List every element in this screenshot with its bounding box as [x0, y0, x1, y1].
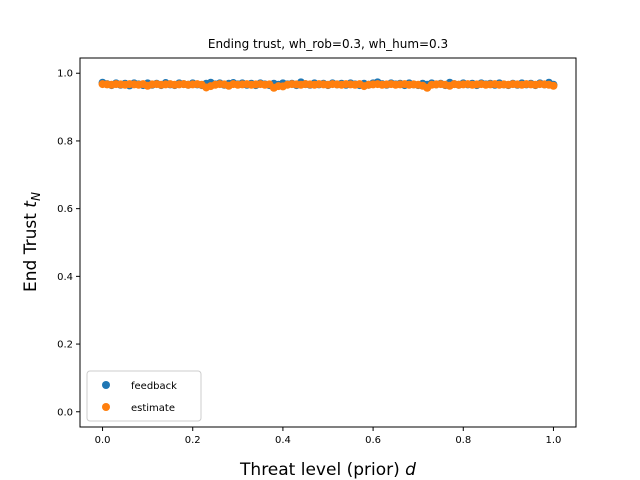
y-tick-label: 0.4	[57, 272, 73, 283]
x-tick-label: 1.0	[546, 435, 562, 446]
x-axis-label-variable: d	[405, 460, 416, 480]
x-axis-label: Threat level (prior) d	[239, 460, 416, 480]
x-tick-label: 0.2	[185, 435, 201, 446]
y-tick-label: 0.8	[57, 136, 73, 147]
y-axis-label-text: End Trust	[21, 213, 41, 292]
x-tick-label: 0.0	[95, 435, 111, 446]
x-axis-label-text: Threat level (prior)	[239, 460, 400, 480]
y-tick-label: 1.0	[57, 69, 73, 80]
x-tick-label: 0.8	[455, 435, 471, 446]
y-tick-label: 0.6	[57, 204, 73, 215]
chart-title: Ending trust, wh_rob=0.3, wh_hum=0.3	[208, 37, 448, 51]
point-estimate	[549, 81, 558, 90]
x-axis-ticks: 0.0 0.2 0.4 0.6 0.8 1.0	[95, 427, 562, 446]
legend-label-estimate: estimate	[131, 403, 175, 414]
legend-box	[86, 370, 202, 422]
legend-label-feedback: feedback	[131, 381, 177, 392]
legend: feedback estimate	[86, 370, 202, 422]
y-axis-label-subscript: N	[29, 192, 43, 201]
y-axis-ticks: 0.0 0.2 0.4 0.6 0.8 1.0	[57, 69, 80, 418]
y-tick-label: 0.2	[57, 340, 73, 351]
y-axis-label: End Trust tN	[21, 192, 43, 292]
plot-area	[79, 57, 577, 428]
legend-marker-estimate	[102, 403, 110, 411]
series-layer	[98, 78, 558, 92]
x-tick-label: 0.6	[365, 435, 381, 446]
series-estimate	[98, 80, 558, 92]
y-tick-label: 0.0	[57, 407, 73, 418]
y-axis-label-variable: t	[21, 200, 41, 208]
x-tick-label: 0.4	[275, 435, 291, 446]
plot-frame	[79, 57, 577, 428]
legend-marker-feedback	[102, 381, 110, 389]
